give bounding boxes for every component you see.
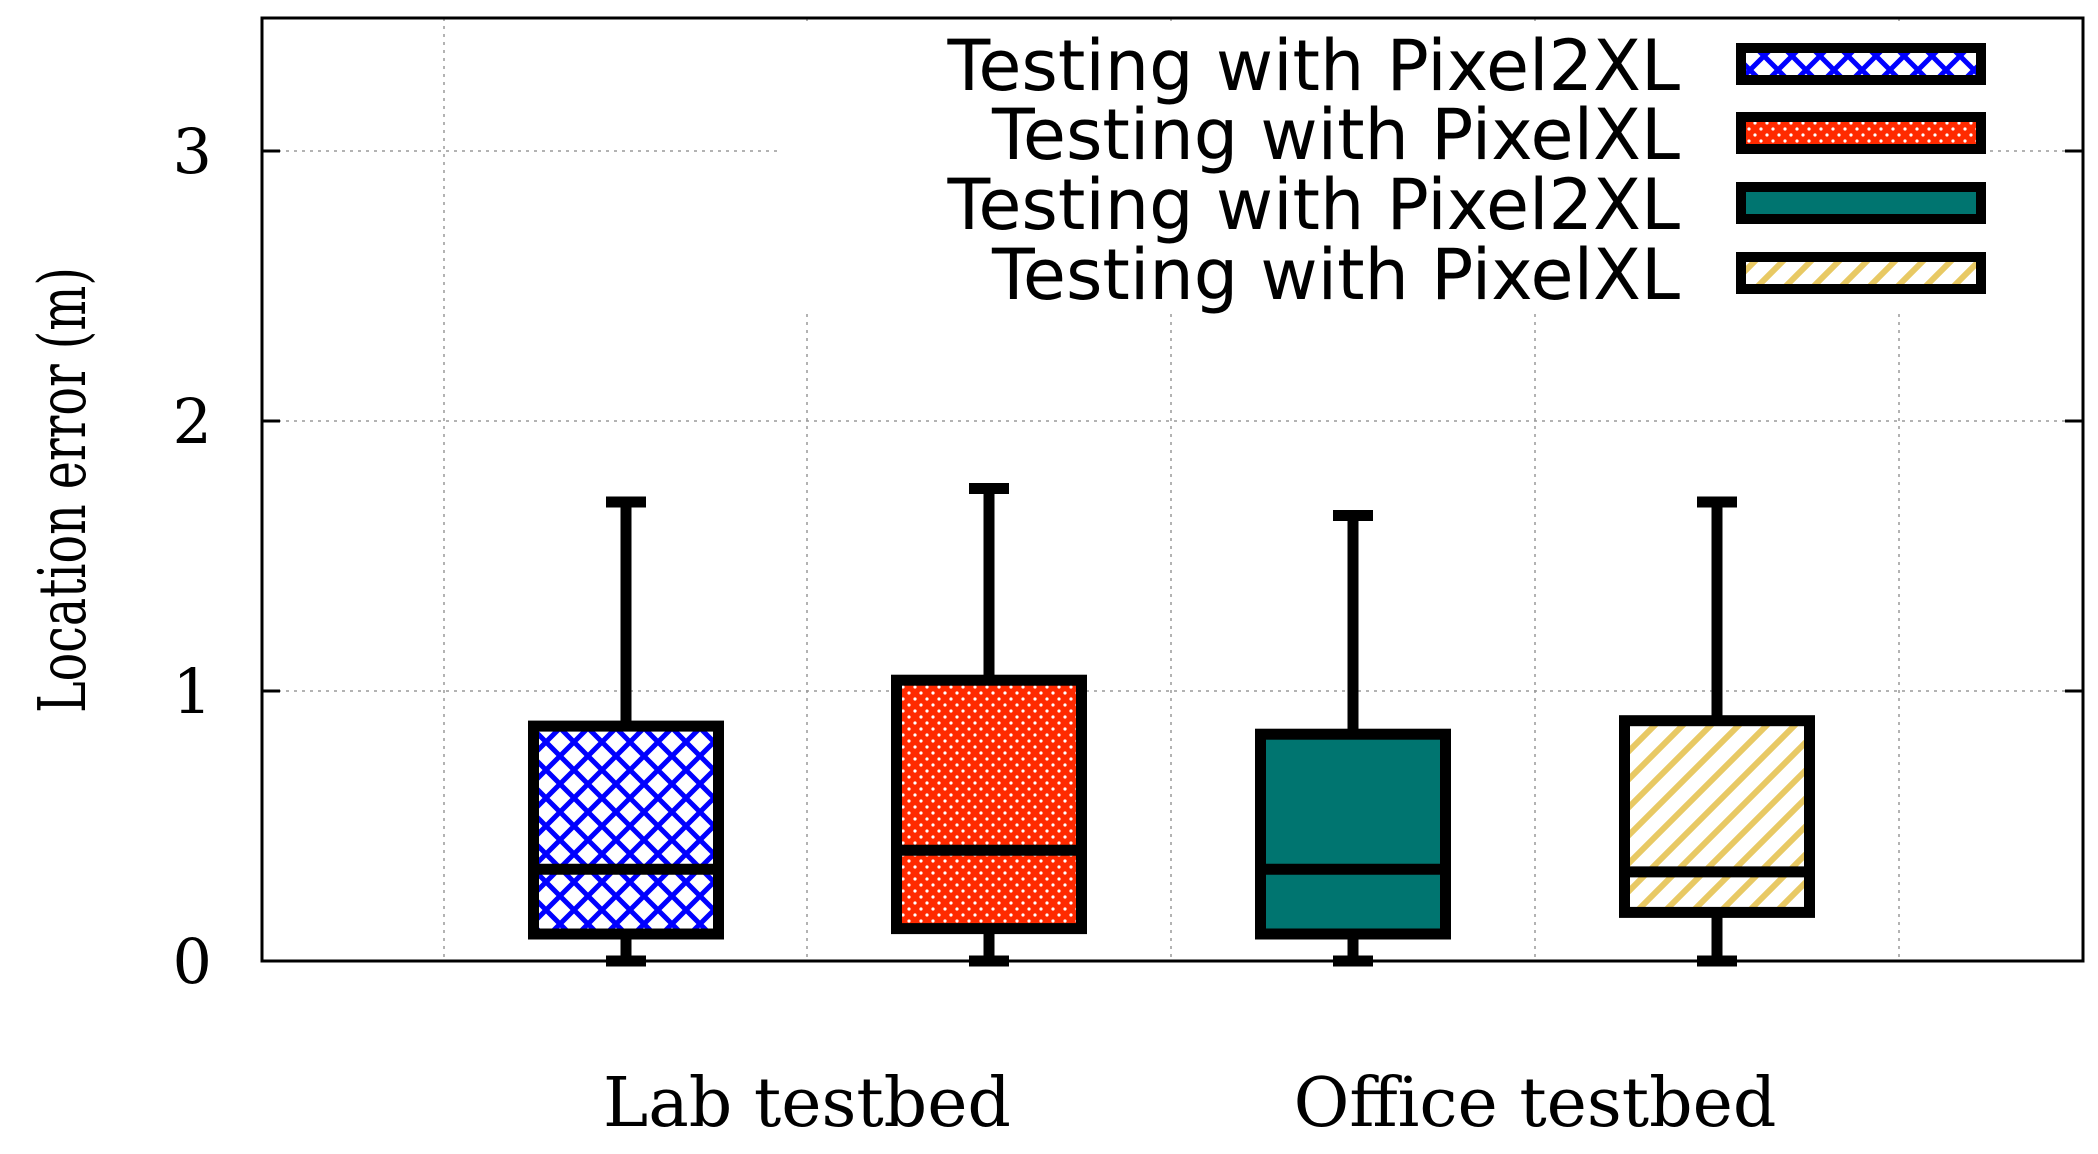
box-2	[891, 483, 1087, 967]
legend-swatch	[1736, 43, 1986, 85]
box-iqr	[1255, 728, 1451, 940]
legend-label: Testing with PixelXL	[991, 234, 1680, 316]
y-axis-ticks: 0 1 2 3	[173, 115, 2083, 998]
box-series	[528, 483, 1815, 967]
legend-label: Testing with Pixel2XL	[946, 164, 1680, 246]
legend-label: Testing with Pixel2XL	[946, 25, 1680, 107]
x-group-label: Office testbed	[1294, 1064, 1777, 1143]
x-group-label: Lab testbed	[603, 1064, 1011, 1143]
y-tick-label: 2	[173, 385, 212, 458]
box-iqr	[1619, 715, 1815, 918]
legend-swatch	[1736, 112, 1986, 154]
y-tick-label: 3	[173, 115, 212, 188]
legend-swatch	[1736, 252, 1986, 294]
box-iqr	[891, 674, 1087, 935]
y-tick-label: 0	[173, 925, 212, 998]
box-3	[1255, 510, 1451, 967]
legend-label: Testing with PixelXL	[991, 94, 1680, 176]
plot-frame	[260, 16, 2085, 963]
box-iqr	[528, 720, 724, 940]
y-tick-label: 1	[173, 655, 212, 728]
box-1	[528, 496, 724, 967]
box-4	[1619, 496, 1815, 967]
x-axis-group-labels: Lab testbed Office testbed	[603, 1064, 1776, 1143]
grid-lines	[262, 18, 2083, 961]
legend-swatch	[1736, 182, 1986, 224]
y-axis-title: Location error (m)	[24, 267, 101, 713]
